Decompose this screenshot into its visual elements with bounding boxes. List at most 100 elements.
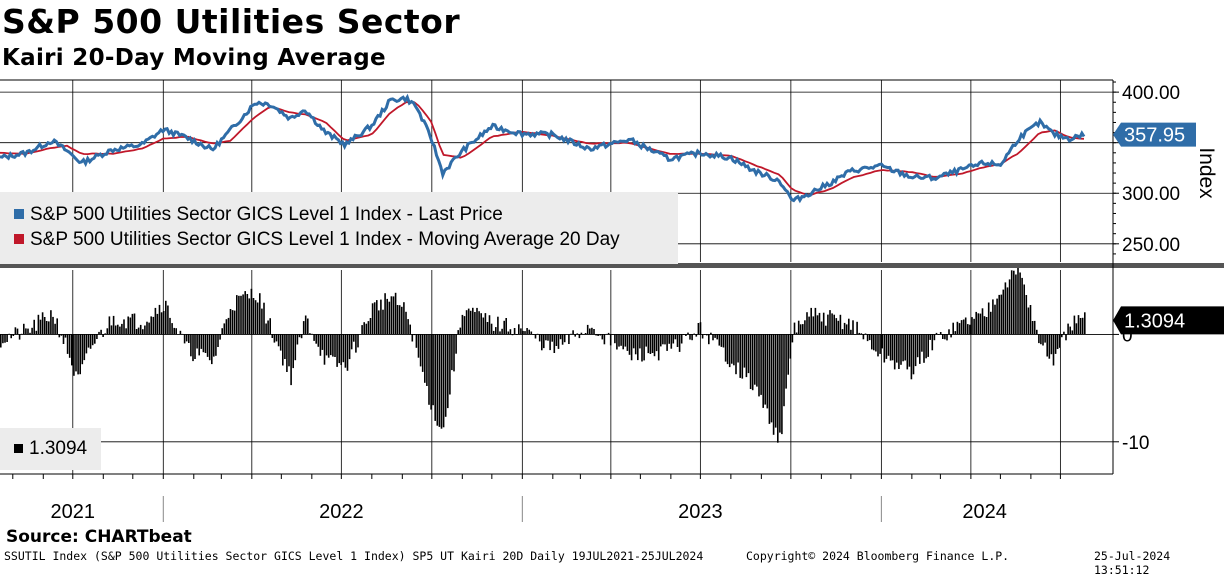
kairi-bars	[0, 266, 1086, 443]
kairi-bar	[952, 322, 954, 335]
kairi-bar	[171, 323, 173, 335]
kairi-bar	[630, 334, 633, 361]
kairi-bar	[269, 318, 271, 335]
kairi-bar	[1071, 330, 1074, 335]
kairi-bar	[451, 334, 453, 371]
kairi-bar	[302, 321, 305, 335]
kairi-bar	[597, 334, 599, 336]
kairi-bar	[862, 334, 865, 340]
kairi-bar	[992, 299, 994, 335]
kairi-bar	[685, 334, 687, 336]
kairi-bar	[110, 325, 113, 335]
kairi-bar	[52, 316, 54, 335]
kairi-bar	[319, 334, 322, 356]
kairi-bar	[376, 300, 378, 335]
kairi-bar	[593, 329, 595, 335]
kairi-bar	[812, 316, 815, 335]
kairi-bar	[639, 334, 641, 349]
kairi-bar	[566, 334, 568, 335]
chart-subtitle: Kairi 20-Day Moving Average	[2, 45, 386, 71]
kairi-bar	[1061, 334, 1063, 338]
footer-timestamp: 25-Jul-2024 13:51:12	[1094, 549, 1171, 577]
kairi-bar	[532, 334, 535, 335]
kairi-bar	[954, 331, 957, 335]
kairi-bar	[271, 334, 274, 338]
kairi-bar	[23, 323, 25, 335]
kairi-bar	[217, 334, 219, 347]
kairi-bar	[1038, 334, 1040, 344]
footer-description: SSUTIL Index (S&P 500 Utilities Sector G…	[4, 549, 704, 563]
kairi-bar	[233, 310, 236, 335]
kairi-bar	[447, 334, 449, 409]
kairi-bar	[724, 334, 727, 362]
kairi-bar	[137, 327, 140, 335]
kairi-bar	[839, 314, 842, 335]
kairi-bar	[676, 334, 679, 347]
kairi-bar	[873, 334, 875, 351]
kairi-bar	[313, 334, 315, 341]
kairi-bar	[582, 334, 585, 335]
kairi-bar	[774, 334, 777, 428]
kairi-bar	[906, 334, 909, 370]
kairi-bar	[123, 319, 125, 335]
kairi-bar	[570, 333, 572, 335]
kairi-bar	[547, 334, 549, 341]
kairi-bar	[816, 315, 819, 335]
kairi-bar	[914, 334, 917, 367]
kairi-bar	[814, 307, 817, 335]
kairi-bar	[655, 334, 658, 352]
kairi-bar	[2, 334, 4, 344]
kairi-bar	[760, 334, 762, 395]
kairi-bar	[45, 321, 48, 335]
kairi-bar	[520, 328, 522, 335]
kairi-bar	[282, 334, 284, 366]
kairi-bar	[501, 328, 503, 335]
kairi-bar	[344, 334, 347, 368]
kairi-bar	[818, 312, 821, 335]
kairi-bar	[100, 329, 102, 335]
kairi-bar	[998, 294, 1000, 335]
kairi-bar	[323, 334, 326, 365]
kairi-bar	[169, 317, 171, 335]
kairi-bar	[973, 318, 975, 335]
kairi-bar	[29, 332, 31, 335]
chart-title: S&P 500 Utilities Sector	[2, 2, 461, 41]
kairi-bar	[641, 334, 643, 362]
kairi-bar	[643, 334, 645, 361]
kairi-bar	[518, 324, 520, 335]
kairi-bar	[342, 334, 345, 363]
kairi-bar	[1004, 282, 1007, 335]
kairi-bar	[935, 332, 938, 335]
kairi-bar	[300, 334, 303, 339]
kairi-bar	[712, 334, 714, 341]
kairi-bar	[1081, 317, 1084, 335]
kairi-bar	[612, 334, 614, 335]
kairi-bar	[601, 334, 604, 340]
kairi-bar	[75, 334, 77, 372]
kairi-bar	[380, 299, 382, 335]
kairi-bar	[150, 316, 152, 335]
kairi-bar	[933, 334, 936, 341]
kairi-bar	[355, 334, 357, 353]
kairi-bar	[1013, 270, 1015, 335]
kairi-bar	[108, 316, 111, 335]
kairi-bar	[578, 334, 581, 339]
kairi-bar	[1000, 294, 1003, 335]
kairi-bar	[756, 334, 758, 387]
kairi-bar	[511, 334, 514, 336]
kairi-bar	[121, 323, 123, 335]
kairi-bar	[572, 330, 574, 335]
kairi-bar	[60, 334, 63, 336]
kairi-bar	[261, 308, 263, 335]
price-y-tick-label: 400.00	[1122, 83, 1180, 104]
kairi-bar	[762, 334, 764, 408]
footer-source: Source: CHARTbeat	[6, 527, 192, 547]
kairi-bar	[691, 334, 693, 341]
kairi-bar	[288, 334, 290, 367]
kairi-bar	[912, 334, 915, 375]
kairi-bar	[967, 324, 969, 335]
kairi-bar	[259, 293, 261, 335]
kairi-bar	[925, 334, 927, 359]
legend-swatch-kairi	[14, 444, 23, 453]
kairi-bar	[453, 334, 455, 372]
